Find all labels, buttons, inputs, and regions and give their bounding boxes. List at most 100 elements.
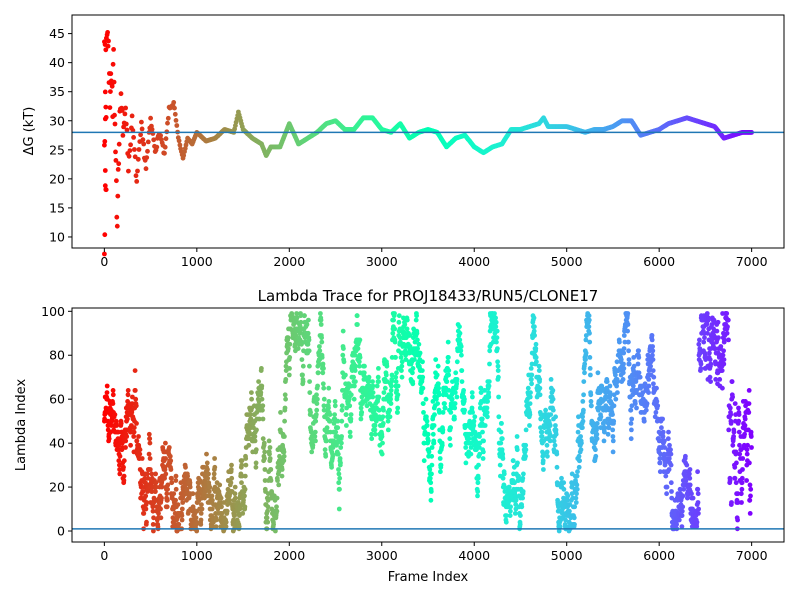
lambda-trace-point <box>425 431 431 437</box>
lambda-trace-point <box>581 392 586 398</box>
lambda-trace-point <box>150 508 156 514</box>
lambda-trace-point <box>680 493 686 499</box>
delta-g-x-tick-label: 1000 <box>181 254 213 269</box>
lambda-trace-point <box>314 392 319 398</box>
lambda-trace-point <box>620 377 626 382</box>
lambda-trace-point <box>572 522 577 527</box>
delta-g-point <box>123 105 128 111</box>
lambda-trace-point <box>282 405 288 411</box>
lambda-trace-point <box>383 372 389 378</box>
lambda-trace-point <box>492 311 497 316</box>
lambda-trace-point <box>366 379 371 384</box>
lambda-trace-point <box>169 475 174 481</box>
lambda-trace-point <box>575 469 580 475</box>
lambda-trace-point <box>475 489 481 494</box>
lambda-trace-point <box>320 370 326 376</box>
lambda-trace-point <box>545 453 550 459</box>
lambda-trace-y-tick-label: 0 <box>57 524 65 539</box>
lambda-trace-point <box>132 368 138 373</box>
lambda-trace-point <box>554 451 560 457</box>
lambda-trace-point <box>384 363 390 369</box>
lambda-trace-point <box>380 414 386 420</box>
lambda-trace-point <box>581 379 587 384</box>
lambda-trace-point <box>698 361 704 367</box>
lambda-trace-point <box>424 414 429 420</box>
lambda-trace-point <box>287 341 293 347</box>
lambda-trace-point <box>648 363 653 369</box>
lambda-trace-point <box>279 473 285 479</box>
lambda-trace-point <box>581 407 586 413</box>
panel-lambda-trace: Lambda Trace for PROJ18433/RUN5/CLONE17 … <box>14 287 785 585</box>
lambda-trace-point <box>254 427 259 433</box>
lambda-trace-point <box>610 438 616 444</box>
lambda-trace-point <box>294 315 300 321</box>
lambda-trace-point <box>607 392 613 398</box>
lambda-trace-point <box>683 453 688 459</box>
lambda-trace-point <box>420 374 426 380</box>
lambda-trace-point <box>537 392 543 398</box>
delta-g-x-tick-label: 4000 <box>458 254 490 269</box>
delta-g-point <box>113 158 119 163</box>
lambda-trace-point <box>516 475 522 481</box>
lambda-trace-point <box>721 348 726 354</box>
lambda-trace-point <box>283 363 289 369</box>
lambda-trace-point <box>362 363 367 369</box>
lambda-trace-point <box>265 519 271 525</box>
delta-g-point <box>148 115 154 121</box>
lambda-trace-point <box>287 355 293 360</box>
lambda-trace-point <box>721 357 727 362</box>
lambda-trace-point <box>555 482 560 488</box>
lambda-trace-point <box>390 330 396 336</box>
lambda-trace-point <box>428 497 434 503</box>
lambda-trace-point <box>162 467 168 472</box>
lambda-trace-point <box>613 396 619 402</box>
lambda-trace-point <box>573 495 579 501</box>
lambda-trace-point <box>281 453 287 459</box>
lambda-trace-point <box>327 412 333 417</box>
lambda-trace-point <box>463 445 469 450</box>
delta-g-point <box>123 121 129 127</box>
lambda-trace-point <box>321 396 327 402</box>
lambda-trace-point <box>322 447 328 453</box>
lambda-trace-point <box>343 412 349 417</box>
lambda-trace-point <box>402 322 408 327</box>
lambda-trace-point <box>415 337 420 343</box>
lambda-trace-x-tick-label: 1000 <box>181 548 213 563</box>
lambda-trace-point <box>173 497 179 503</box>
lambda-trace-point <box>477 405 483 411</box>
lambda-trace-point <box>379 434 385 439</box>
lambda-trace-y-tick-label: 100 <box>41 304 65 319</box>
delta-g-x-tick-label: 2000 <box>273 254 305 269</box>
lambda-trace-point <box>579 440 584 446</box>
lambda-trace-point <box>698 366 704 371</box>
lambda-trace-point <box>336 467 341 472</box>
lambda-trace-point <box>300 372 305 378</box>
lambda-trace-point <box>198 522 204 527</box>
delta-g-point <box>102 139 108 144</box>
lambda-trace-x-tick-label: 2000 <box>273 548 305 563</box>
lambda-trace-point <box>343 372 348 378</box>
lambda-trace-point <box>144 471 150 477</box>
lambda-trace-point <box>117 453 123 459</box>
lambda-trace-point <box>684 462 690 468</box>
lambda-trace-point <box>427 467 433 472</box>
lambda-trace-point <box>626 348 631 354</box>
delta-g-x-tick-label: 3000 <box>366 254 398 269</box>
lambda-trace-point <box>274 504 279 510</box>
lambda-trace-point <box>268 478 274 483</box>
lambda-trace-point <box>232 484 238 490</box>
lambda-trace-point <box>121 473 127 479</box>
lambda-trace-point <box>475 493 480 499</box>
delta-g-x-tick-label: 5000 <box>551 254 583 269</box>
lambda-trace-point <box>381 407 386 413</box>
lambda-trace-point <box>548 377 554 382</box>
lambda-trace-point <box>150 504 156 510</box>
lambda-trace-point <box>595 370 601 376</box>
lambda-trace-point <box>279 467 285 472</box>
lambda-trace-point <box>326 385 332 391</box>
lambda-trace-point <box>337 475 343 481</box>
lambda-trace-point <box>521 471 526 477</box>
delta-g-point <box>145 148 150 154</box>
delta-g-point <box>162 144 168 150</box>
lambda-trace-point <box>232 513 238 518</box>
